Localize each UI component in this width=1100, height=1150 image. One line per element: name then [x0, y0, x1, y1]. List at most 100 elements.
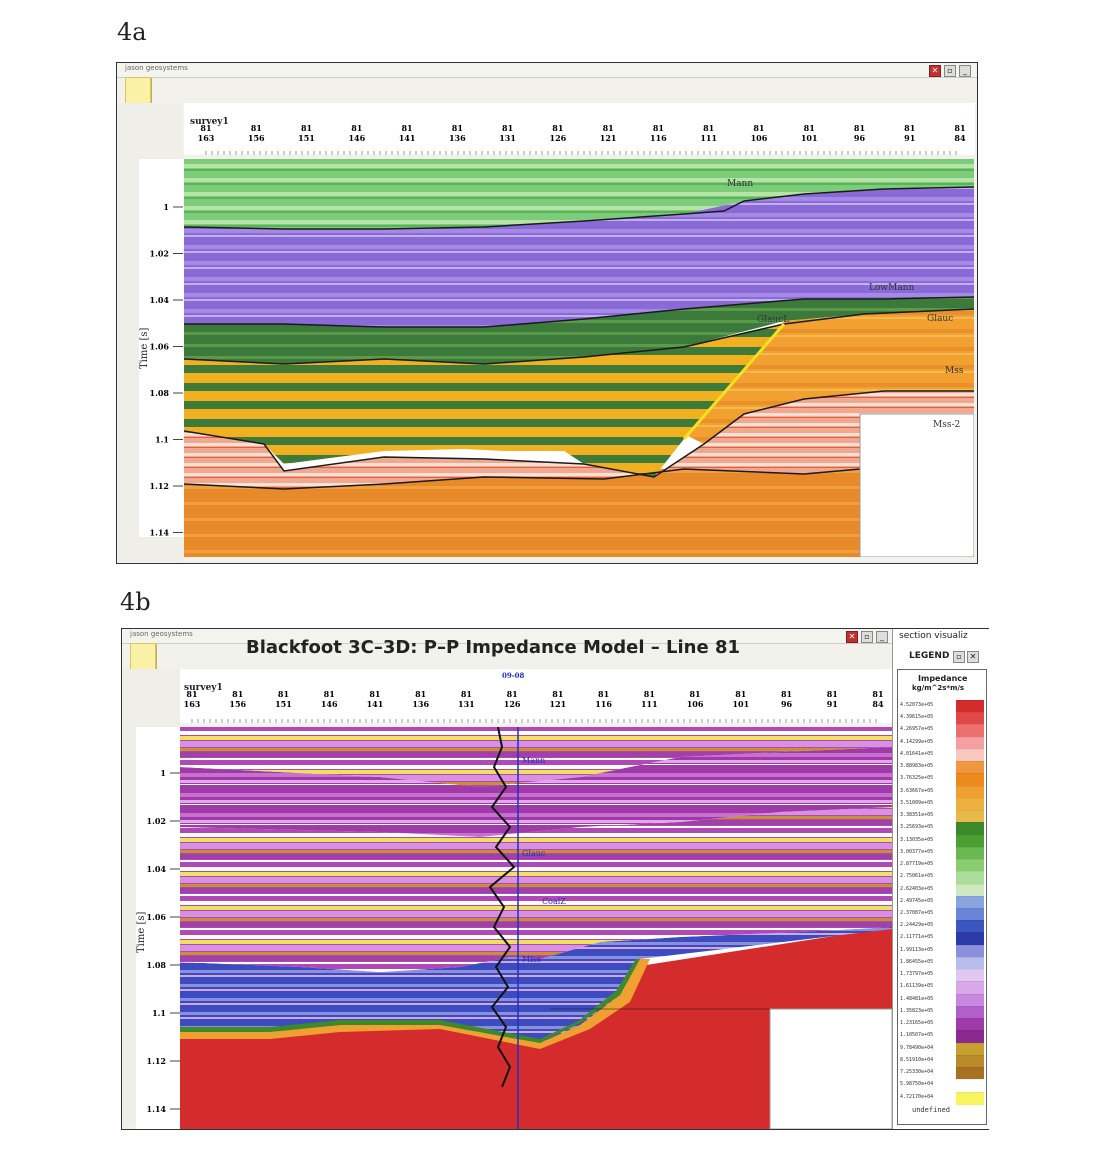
inline-tick-label: 81 [507, 689, 518, 699]
legend-value: 5.98750e+04 [900, 1081, 934, 1088]
jason-window-4a: jason geosystems ✕ ▫ _ survey1 81 163 81 15… [116, 62, 978, 564]
time-tick-label: 1.1 [152, 1008, 166, 1018]
legend-close-button[interactable]: ✕ [967, 651, 979, 663]
inline-tick-label: 116 [650, 133, 667, 143]
time-tick-label: 1.14 [147, 1104, 167, 1114]
window-titlebar[interactable]: jason geosystems ✕ ▫ _ [117, 63, 977, 78]
legend-swatch [956, 846, 984, 861]
inline-tick-label: 156 [229, 699, 246, 709]
legend-swatch [956, 981, 984, 995]
inline-tick-label: 81 [452, 123, 463, 133]
legend-swatch [956, 748, 984, 763]
legend-panel-title: section visualiz [899, 631, 968, 641]
impedance-section-4b[interactable] [180, 727, 892, 1129]
legend-value: 9.78490e+04 [900, 1044, 934, 1051]
inline-tick-label: 116 [595, 699, 612, 709]
inline-tick-label: 121 [600, 133, 617, 143]
horizon-label: Mann [727, 179, 754, 189]
legend-swatch [956, 895, 984, 909]
time-ticks: 1 1.02 1.04 1.06 1.08 1.1 1.12 1.14 [147, 768, 180, 1114]
minimize-button[interactable]: _ [959, 65, 971, 77]
well-marker-label: Mann [522, 756, 546, 765]
legend-value: 3.38351e+05 [900, 812, 934, 819]
legend-undefined: undefined [912, 1105, 950, 1114]
inline-tick-label: 81 [653, 123, 664, 133]
legend-value: 3.51009e+05 [900, 799, 934, 806]
legend-options-button[interactable]: ▫ [953, 651, 965, 663]
seismic-section-4a[interactable] [184, 159, 974, 557]
legend-swatch [956, 1054, 984, 1069]
legend-value: 2.24429e+05 [900, 922, 934, 929]
inline-tick-label: 81 [781, 689, 792, 699]
legend-value: 4.14299e+05 [900, 738, 934, 745]
legend-value: 1.73797e+05 [900, 971, 934, 978]
legend-value: 2.11771e+05 [900, 934, 934, 941]
survey-label: survey1 [190, 117, 229, 127]
inline-tick-label: 126 [550, 133, 567, 143]
horizon-label: Mss [945, 366, 964, 376]
legend-value: 4.26957e+05 [900, 726, 934, 733]
legend-swatch [956, 810, 984, 824]
inline-tick-label: 81 [644, 689, 655, 699]
time-tick-label: 1.04 [147, 864, 167, 874]
close-button[interactable]: ✕ [929, 65, 941, 77]
well-marker-label: Glauc [522, 849, 546, 858]
inline-tick-label: 84 [872, 699, 884, 709]
window-titlebar[interactable]: jason geosystems ✕ ▫ _ [122, 629, 988, 644]
time-tick-label: 1.08 [150, 388, 170, 398]
horizon-label: LowMann [869, 283, 915, 293]
inline-tick-label: 81 [872, 689, 883, 699]
legend-value: 1.99113e+05 [900, 946, 934, 953]
inline-tick-label: 111 [641, 699, 658, 709]
inline-tick-label: 81 [603, 123, 614, 133]
legend-value: 1.23165e+05 [900, 1020, 934, 1027]
inline-tick-label: 131 [499, 133, 516, 143]
time-tick-label: 1.02 [150, 249, 169, 259]
legend-swatch [956, 700, 984, 714]
inline-tick-label: 81 [689, 689, 700, 699]
legend-value: 3.88983e+05 [900, 763, 934, 770]
legend-value: 1.86455e+05 [900, 958, 934, 965]
time-tick-label: 1.08 [147, 960, 167, 970]
note-icon[interactable] [125, 77, 151, 105]
figure-label-4b: 4b [120, 588, 151, 616]
restore-button[interactable]: ▫ [861, 631, 873, 643]
inline-tick-label: 96 [781, 699, 793, 709]
figure-label-4a: 4a [117, 18, 147, 46]
inline-tick-label: 136 [412, 699, 429, 709]
inline-tick-label: 151 [298, 133, 315, 143]
legend-panel: section visualiz LEGEND ▫ ✕ Impedance kg… [892, 629, 989, 1129]
inline-tick-label: 81 [954, 123, 965, 133]
inline-tick-label: 101 [801, 133, 818, 143]
legend-value: 2.87719e+05 [900, 861, 934, 868]
inline-tick-label: 96 [854, 133, 866, 143]
legend-value: 3.63667e+05 [900, 787, 934, 794]
restore-button[interactable]: ▫ [944, 65, 956, 77]
legend-swatch [956, 785, 984, 799]
time-tick-label: 1.12 [150, 481, 169, 491]
well-marker-label: Miss [522, 955, 541, 964]
inline-tick-label: 146 [348, 133, 365, 143]
close-button[interactable]: ✕ [846, 631, 858, 643]
legend-value: 2.49745e+05 [900, 897, 934, 904]
inline-tick-label: 91 [904, 133, 915, 143]
inline-tick-label: 81 [278, 689, 289, 699]
note-icon[interactable] [130, 643, 156, 671]
inline-tick-label: 81 [753, 123, 764, 133]
legend-swatch [956, 797, 984, 812]
inline-tick-label: 141 [367, 699, 384, 709]
horizon-label: GlaucL [757, 315, 790, 325]
minimize-button[interactable]: _ [876, 631, 888, 643]
legend-value: 2.62403e+05 [900, 885, 934, 892]
inline-tick-label: 156 [248, 133, 265, 143]
time-ticks: 1 1.02 1.04 1.06 1.08 1.1 1.12 1.14 [150, 202, 183, 537]
legend-swatch [956, 871, 984, 885]
inline-tick-label: 111 [700, 133, 717, 143]
inline-tick-label: 81 [461, 689, 472, 699]
legend-value: 1.48481e+05 [900, 995, 934, 1002]
legend-swatch [956, 944, 984, 958]
legend-swatch [956, 773, 984, 787]
legend-swatch [956, 761, 984, 775]
inline-tick-label: 131 [458, 699, 475, 709]
legend-box: Impedance kg/m^2s*m/s 4.52073e+05 4.39615… [897, 669, 987, 1125]
